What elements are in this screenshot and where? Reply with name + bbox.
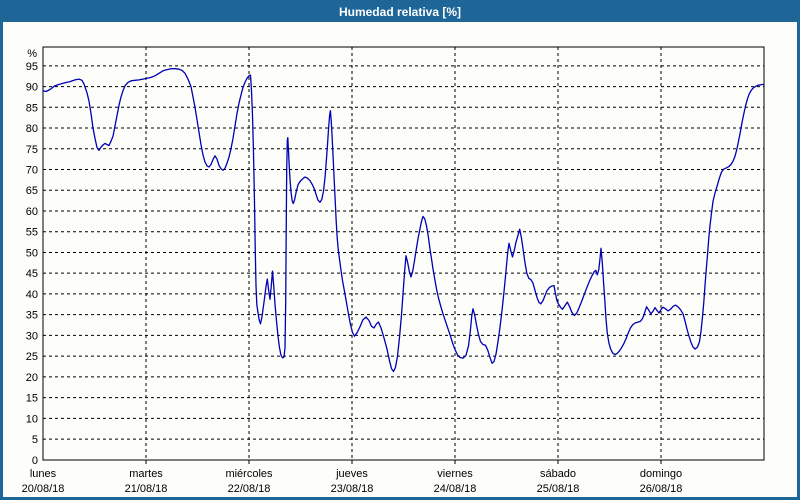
day-date-label: 24/08/18	[434, 483, 477, 495]
day-name-label: sábado	[540, 468, 576, 480]
day-date-label: 23/08/18	[331, 483, 374, 495]
y-tick-label: 0	[32, 455, 38, 467]
day-date-label: 26/08/18	[640, 483, 683, 495]
humidity-line	[42, 68, 765, 373]
chart-title-bar: Humedad relativa [%]	[3, 3, 797, 22]
humidity-chart: 0 5 10 15 20 25 30 35 40 45 50 55 60 65 70 75 80 85 90 95% l…	[22, 46, 765, 495]
y-tick-label: 90	[26, 82, 38, 94]
y-tick-label: 20	[26, 372, 38, 384]
y-tick-label: 10	[26, 413, 38, 425]
y-tick-label: 15	[26, 393, 38, 405]
y-tick-label: 80	[26, 123, 38, 135]
y-tick-label: 75	[26, 144, 38, 156]
y-tick-label: 95	[26, 61, 38, 73]
day-date-label: 20/08/18	[22, 483, 65, 495]
day-name-label: viernes	[437, 468, 473, 480]
chart-title: Humedad relativa [%]	[338, 5, 462, 19]
y-tick-label: 40	[26, 289, 38, 301]
y-tick-label: 30	[26, 330, 38, 342]
day-date-label: 22/08/18	[228, 483, 271, 495]
y-tick-label: 55	[26, 227, 38, 239]
y-tick-label: 35	[26, 310, 38, 322]
day-date-label: 21/08/18	[125, 483, 168, 495]
y-tick-label: 45	[26, 268, 38, 280]
y-tick-label: 60	[26, 206, 38, 218]
day-name-label: domingo	[640, 468, 682, 480]
day-name-label: martes	[129, 468, 163, 480]
y-tick-label: 85	[26, 102, 38, 114]
y-axis-unit-label: %	[27, 48, 37, 60]
day-name-label: jueves	[335, 468, 368, 480]
day-name-label: miércoles	[225, 468, 273, 480]
y-tick-label: 50	[26, 247, 38, 259]
day-name-label: lunes	[30, 468, 57, 480]
y-tick-label: 5	[32, 434, 38, 446]
plot-area: 0 5 10 15 20 25 30 35 40 45 50 55 60 65 70 75 80 85 90 95% l…	[3, 22, 797, 497]
y-tick-label: 65	[26, 185, 38, 197]
y-tick-label: 25	[26, 351, 38, 363]
day-date-label: 25/08/18	[537, 483, 580, 495]
plot-frame	[42, 46, 765, 461]
y-tick-label: 70	[26, 165, 38, 177]
